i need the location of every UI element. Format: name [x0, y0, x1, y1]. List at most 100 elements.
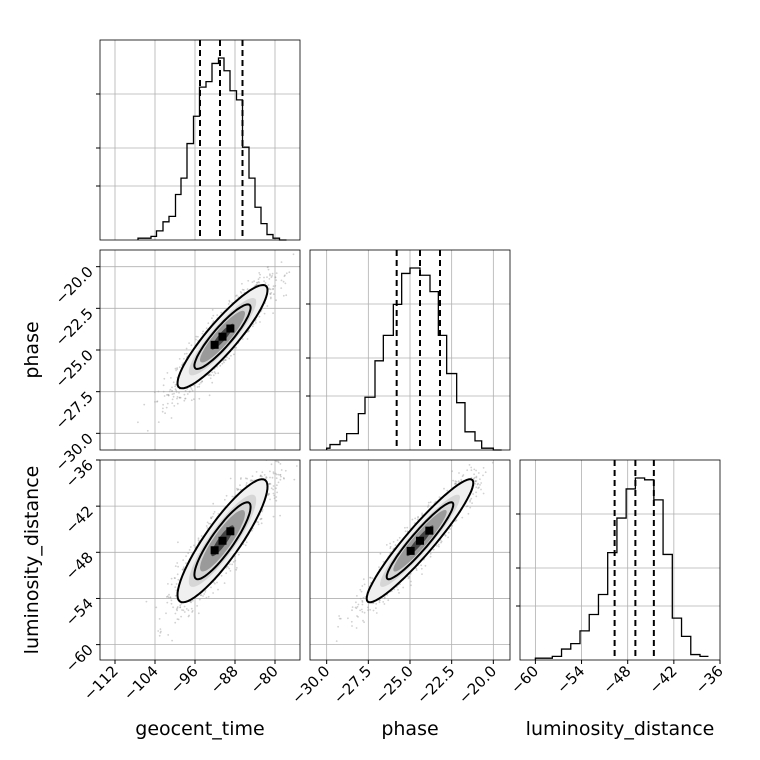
- sample-point: [256, 281, 259, 284]
- sample-point: [170, 583, 173, 586]
- sample-point: [239, 478, 242, 480]
- sample-point: [190, 607, 193, 610]
- sample-point: [251, 281, 254, 283]
- sample-point: [480, 482, 483, 484]
- sample-point: [190, 344, 193, 347]
- sample-point: [285, 294, 288, 297]
- sample-point: [455, 480, 458, 483]
- sample-point: [404, 526, 406, 529]
- sample-point: [175, 608, 178, 611]
- sample-point: [176, 367, 179, 369]
- sample-point: [172, 606, 175, 609]
- sample-point: [379, 599, 381, 601]
- sample-point: [263, 276, 265, 279]
- sample-point: [383, 603, 386, 605]
- sample-point: [282, 280, 285, 283]
- sample-point: [259, 474, 262, 477]
- sample-point: [272, 287, 274, 290]
- sample-point: [190, 601, 193, 604]
- histogram-geocent_time: [137, 57, 287, 241]
- sample-point: [271, 476, 274, 479]
- sample-point: [482, 467, 485, 469]
- sample-point: [274, 472, 277, 475]
- sample-point: [484, 456, 486, 458]
- sample-point: [210, 517, 213, 520]
- sample-point: [407, 577, 410, 580]
- sample-point: [514, 433, 516, 435]
- sample-point: [166, 394, 168, 396]
- sample-point: [189, 386, 192, 389]
- sample-point: [247, 330, 250, 333]
- sample-point: [171, 386, 173, 389]
- sample-point: [183, 393, 186, 396]
- sample-point: [250, 479, 253, 481]
- sample-point: [258, 281, 261, 284]
- sample-point: [171, 402, 174, 404]
- sample-point: [166, 601, 169, 604]
- sample-point: [231, 563, 234, 566]
- histogram-phase: [326, 267, 502, 451]
- sample-point: [415, 567, 418, 570]
- sample-point: [175, 389, 178, 392]
- contour-line: [193, 501, 252, 581]
- sample-point: [184, 397, 187, 400]
- sample-point: [269, 483, 272, 485]
- sample-point: [252, 325, 254, 328]
- sample-point: [182, 559, 185, 561]
- sample-point: [216, 366, 219, 368]
- sample-point: [176, 396, 179, 398]
- sample-point: [169, 596, 172, 599]
- sample-point: [415, 569, 418, 571]
- sample-point: [245, 482, 248, 484]
- sample-point: [268, 287, 270, 290]
- sample-point: [259, 475, 262, 478]
- sample-point: [427, 501, 430, 504]
- sample-point: [269, 476, 271, 479]
- sample-point: [213, 511, 216, 513]
- sample-point: [163, 377, 166, 380]
- sample-point: [485, 454, 487, 456]
- sample-point: [210, 517, 213, 520]
- sample-point: [206, 527, 209, 529]
- sample-point: [201, 380, 204, 383]
- sample-point: [275, 496, 278, 498]
- sample-point: [157, 421, 160, 423]
- sample-point: [369, 608, 371, 611]
- sample-point: [163, 395, 166, 397]
- sample-point: [175, 583, 178, 585]
- hist-panel-luminosity_distance: [516, 459, 721, 661]
- sample-point: [205, 525, 208, 527]
- sample-point: [204, 591, 207, 593]
- sample-point: [167, 393, 170, 396]
- sample-point: [272, 485, 275, 487]
- sample-point: [241, 288, 244, 291]
- sample-point: [245, 484, 248, 487]
- sample-point: [363, 583, 366, 586]
- sample-point: [205, 596, 208, 599]
- sample-point: [217, 513, 220, 515]
- sample-point: [160, 630, 162, 633]
- sample-point: [159, 628, 162, 630]
- sample-point: [282, 294, 285, 297]
- sample-point: [255, 283, 258, 286]
- sample-point: [224, 358, 227, 361]
- sample-point: [177, 578, 180, 581]
- sample-point: [191, 611, 194, 613]
- sample-point: [207, 595, 210, 598]
- sample-point: [217, 372, 220, 375]
- sample-point: [396, 539, 399, 542]
- sample-point: [355, 601, 357, 604]
- sample-point: [259, 518, 262, 521]
- sample-point: [223, 361, 225, 364]
- sample-point: [421, 573, 423, 575]
- density-peak: [218, 536, 227, 545]
- sample-point: [420, 564, 422, 567]
- sample-point: [268, 278, 271, 280]
- sample-point: [193, 398, 195, 401]
- histogram-luminosity_distance: [534, 477, 709, 660]
- sample-point: [237, 488, 240, 491]
- sample-point: [175, 369, 178, 372]
- sample-point: [274, 276, 277, 279]
- sample-point: [451, 470, 453, 473]
- sample-point: [269, 293, 272, 295]
